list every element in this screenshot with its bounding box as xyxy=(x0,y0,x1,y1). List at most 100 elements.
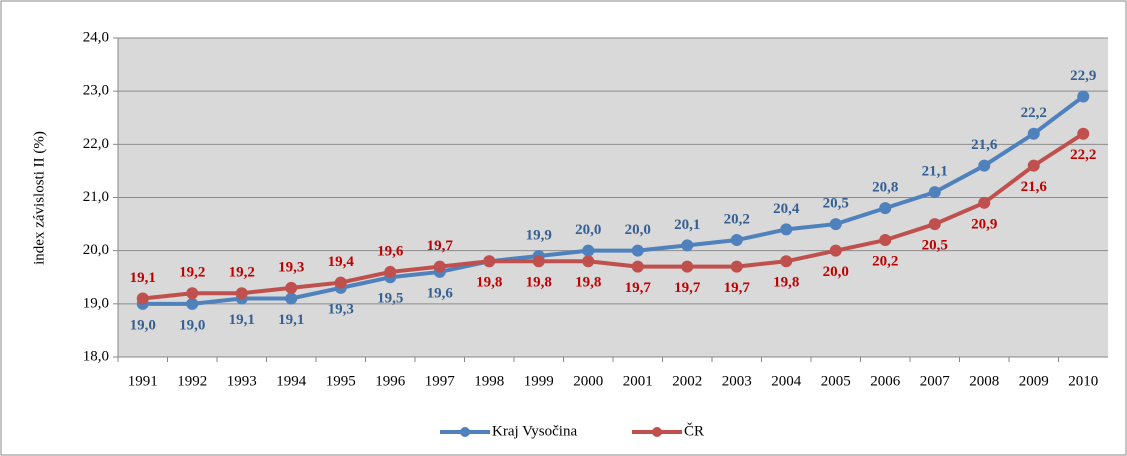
value-label: 20,1 xyxy=(674,217,700,233)
x-tick-label: 2003 xyxy=(722,373,752,389)
value-label: 19,3 xyxy=(328,301,354,317)
x-tick-label: 2001 xyxy=(623,373,653,389)
point xyxy=(631,244,644,257)
legend-label: Kraj Vysočina xyxy=(492,423,577,439)
y-tick-label: 22,0 xyxy=(83,136,109,152)
point xyxy=(829,218,842,231)
series-line xyxy=(142,132,1085,301)
point xyxy=(582,255,595,268)
point xyxy=(928,218,941,231)
y-tick-label: 20,0 xyxy=(83,242,109,258)
point xyxy=(433,260,446,273)
value-label: 20,0 xyxy=(823,264,849,280)
point xyxy=(780,223,793,236)
value-label: 19,8 xyxy=(476,275,502,291)
value-label: 19,8 xyxy=(526,275,552,291)
x-tick-label: 2002 xyxy=(672,373,702,389)
series-line xyxy=(142,94,1085,306)
value-label: 20,2 xyxy=(872,253,898,269)
x-tick-label: 2000 xyxy=(573,373,603,389)
value-label: 19,6 xyxy=(427,285,454,301)
point xyxy=(1027,159,1040,172)
x-tick-label: 2006 xyxy=(870,373,901,389)
point xyxy=(235,287,248,300)
value-label: 20,5 xyxy=(823,196,849,212)
point xyxy=(681,239,694,252)
value-label: 20,0 xyxy=(575,222,601,238)
x-tick-label: 1998 xyxy=(474,373,504,389)
point xyxy=(879,202,892,215)
y-tick-label: 18,0 xyxy=(83,348,109,364)
point xyxy=(136,292,149,305)
point xyxy=(978,196,991,209)
y-tick-label: 24,0 xyxy=(83,29,109,45)
legend-label: ČR xyxy=(684,422,704,439)
value-label: 20,2 xyxy=(724,211,750,227)
y-tick-label: 19,0 xyxy=(83,295,109,311)
value-label: 20,0 xyxy=(625,222,651,238)
y-tick-label: 23,0 xyxy=(83,83,109,99)
point xyxy=(730,260,743,273)
value-label: 19,3 xyxy=(278,259,304,275)
value-label: 19,6 xyxy=(377,243,404,259)
legend-marker xyxy=(460,427,470,437)
point xyxy=(928,186,941,199)
point xyxy=(532,255,545,268)
x-tick-label: 1994 xyxy=(276,373,307,389)
y-tick-label: 21,0 xyxy=(83,189,109,205)
value-label: 21,1 xyxy=(922,164,948,180)
x-tick-label: 2004 xyxy=(771,373,802,389)
legend-marker xyxy=(652,427,662,437)
value-label: 20,5 xyxy=(922,238,948,254)
value-label: 20,9 xyxy=(971,216,997,232)
x-tick-label: 1992 xyxy=(177,373,207,389)
value-label: 19,7 xyxy=(724,280,751,296)
point xyxy=(186,297,199,310)
x-tick-label: 2009 xyxy=(1019,373,1049,389)
x-tick-label: 2010 xyxy=(1068,373,1098,389)
point xyxy=(780,255,793,268)
value-label: 21,6 xyxy=(971,137,998,153)
x-tick-label: 1999 xyxy=(524,373,554,389)
point xyxy=(582,244,595,257)
value-label: 19,0 xyxy=(179,317,205,333)
value-label: 19,4 xyxy=(328,254,355,270)
value-label: 19,0 xyxy=(130,317,156,333)
x-tick-label: 1995 xyxy=(326,373,356,389)
point xyxy=(681,260,694,273)
value-label: 19,9 xyxy=(526,227,552,243)
value-label: 19,7 xyxy=(427,238,454,254)
value-label: 20,8 xyxy=(872,180,898,196)
x-tick-label: 1997 xyxy=(425,373,456,389)
x-tick-label: 1991 xyxy=(128,373,158,389)
point xyxy=(1027,127,1040,140)
point xyxy=(186,287,199,300)
value-label: 22,2 xyxy=(1070,147,1096,163)
value-label: 19,7 xyxy=(625,280,652,296)
point xyxy=(829,244,842,257)
value-label: 19,2 xyxy=(179,265,205,281)
point xyxy=(1077,127,1090,140)
value-label: 19,1 xyxy=(229,312,255,328)
y-axis-label: index závislosti II (%) xyxy=(31,131,47,265)
point xyxy=(384,265,397,278)
value-label: 19,5 xyxy=(377,291,403,307)
value-label: 20,4 xyxy=(773,201,800,217)
x-tick-label: 1996 xyxy=(375,373,406,389)
point xyxy=(1077,90,1090,103)
point xyxy=(631,260,644,273)
x-tick-label: 1993 xyxy=(227,373,257,389)
value-label: 19,8 xyxy=(575,275,601,291)
point xyxy=(285,281,298,294)
point xyxy=(483,255,496,268)
value-label: 19,7 xyxy=(674,280,701,296)
x-tick-label: 2005 xyxy=(821,373,851,389)
point xyxy=(334,276,347,289)
point xyxy=(978,159,991,172)
value-label: 19,1 xyxy=(278,312,304,328)
x-tick-label: 2007 xyxy=(920,373,951,389)
x-tick-label: 2008 xyxy=(969,373,999,389)
value-label: 22,2 xyxy=(1021,105,1047,121)
value-label: 21,6 xyxy=(1021,179,1048,195)
point xyxy=(730,234,743,247)
